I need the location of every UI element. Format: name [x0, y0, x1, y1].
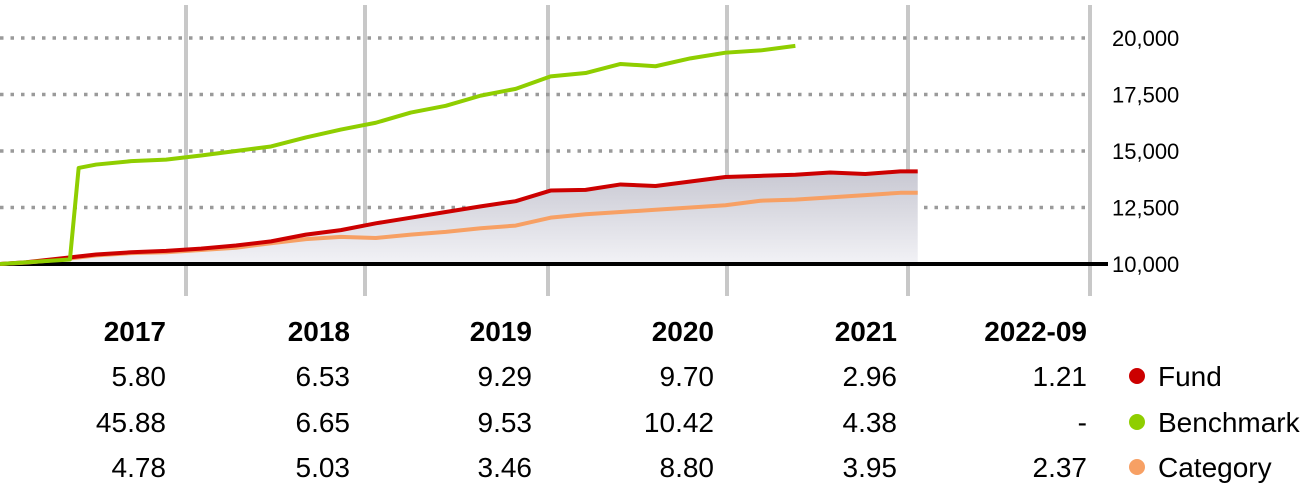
y-tick-label: 20,000 [1112, 26, 1179, 51]
table-cell-benchmark: 45.88 [96, 407, 166, 438]
legend-label-benchmark: Benchmark [1158, 407, 1301, 438]
table-cell-benchmark: 9.53 [478, 407, 533, 438]
series-line-benchmark [0, 43, 796, 266]
table-cell-category: 3.46 [478, 452, 533, 483]
table-cell-fund: 6.53 [296, 361, 351, 392]
column-header: 2018 [288, 316, 350, 347]
table-cell-benchmark: - [1078, 407, 1087, 438]
table-cell-fund: 9.29 [478, 361, 533, 392]
y-tick-label: 10,000 [1112, 252, 1179, 277]
column-header: 2017 [104, 316, 166, 347]
table-cell-category: 4.78 [112, 452, 167, 483]
table-cell-category: 5.03 [296, 452, 351, 483]
legend-marker-benchmark [1129, 414, 1145, 430]
legend-marker-fund [1129, 368, 1145, 384]
table-cell-fund: 5.80 [112, 361, 167, 392]
table-cell-fund: 1.21 [1033, 361, 1088, 392]
y-tick-label: 15,000 [1112, 139, 1179, 164]
legend-label-fund: Fund [1158, 361, 1222, 392]
table-cell-category: 2.37 [1033, 452, 1088, 483]
fund-area [0, 171, 918, 264]
legend-marker-category [1129, 459, 1145, 475]
column-header: 2020 [652, 316, 714, 347]
table-cell-fund: 2.96 [843, 361, 898, 392]
table-cell-benchmark: 4.38 [843, 407, 898, 438]
table-cell-category: 8.80 [660, 452, 715, 483]
column-header: 2022-09 [984, 316, 1087, 347]
table-cell-category: 3.95 [843, 452, 898, 483]
column-header: 2021 [835, 316, 897, 347]
y-tick-label: 12,500 [1112, 196, 1179, 221]
column-header: 2019 [470, 316, 532, 347]
table-cell-benchmark: 6.65 [296, 407, 351, 438]
y-tick-label: 17,500 [1112, 83, 1179, 108]
table-cell-benchmark: 10.42 [644, 407, 714, 438]
table-cell-fund: 9.70 [660, 361, 715, 392]
legend-label-category: Category [1158, 452, 1272, 483]
series-line-fund [0, 169, 918, 266]
